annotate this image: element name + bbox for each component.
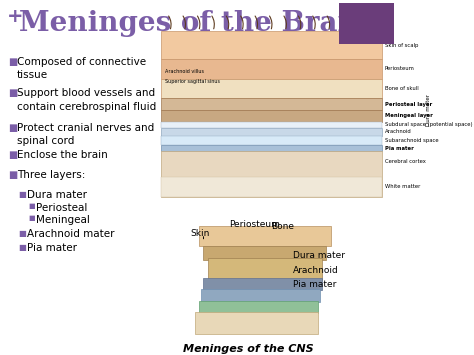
Text: Pia mater: Pia mater — [385, 146, 414, 151]
Text: Periosteal layer: Periosteal layer — [385, 102, 432, 106]
FancyBboxPatch shape — [161, 78, 382, 98]
Text: Pia mater: Pia mater — [27, 243, 77, 253]
Text: Skin of scalp: Skin of scalp — [385, 43, 418, 48]
Text: Dura mater: Dura mater — [292, 251, 345, 260]
Text: ■: ■ — [29, 203, 36, 209]
Text: Composed of connective
tissue: Composed of connective tissue — [17, 57, 146, 80]
FancyBboxPatch shape — [161, 136, 382, 146]
Text: Cerebral cortex: Cerebral cortex — [385, 159, 426, 164]
Text: ■: ■ — [18, 243, 27, 252]
Text: +: + — [7, 7, 23, 26]
Text: ■: ■ — [9, 170, 18, 180]
Text: Pia mater: Pia mater — [292, 280, 336, 289]
FancyBboxPatch shape — [161, 98, 382, 110]
Text: Skin: Skin — [191, 229, 210, 238]
Text: ■: ■ — [9, 57, 18, 67]
Text: Meningeal: Meningeal — [36, 215, 91, 225]
Text: Arachnoid: Arachnoid — [385, 129, 411, 134]
FancyBboxPatch shape — [161, 128, 382, 136]
Text: Meningeal layer: Meningeal layer — [385, 114, 433, 119]
FancyBboxPatch shape — [161, 59, 382, 78]
Text: Subarachnoid space: Subarachnoid space — [385, 138, 438, 143]
Text: ■: ■ — [9, 151, 18, 160]
Text: ■: ■ — [18, 190, 27, 199]
FancyBboxPatch shape — [161, 177, 382, 197]
FancyBboxPatch shape — [161, 32, 382, 59]
FancyBboxPatch shape — [161, 122, 382, 128]
Text: Meninges of the Brain: Meninges of the Brain — [18, 10, 368, 37]
Text: Bone of skull: Bone of skull — [385, 86, 419, 91]
Text: Support blood vessels and
contain cerebrospinal fluid: Support blood vessels and contain cerebr… — [17, 88, 156, 111]
Text: ■: ■ — [9, 123, 18, 133]
FancyBboxPatch shape — [208, 258, 322, 280]
Text: Arachnoid mater: Arachnoid mater — [27, 229, 115, 239]
Text: Three layers:: Three layers: — [17, 170, 85, 180]
Text: Subdural space (potential space): Subdural space (potential space) — [385, 122, 473, 127]
FancyBboxPatch shape — [203, 246, 327, 261]
Text: ■: ■ — [9, 88, 18, 98]
Text: Protect cranial nerves and
spinal cord: Protect cranial nerves and spinal cord — [17, 123, 154, 146]
FancyBboxPatch shape — [339, 3, 394, 44]
Text: Dura mater: Dura mater — [27, 190, 87, 200]
Text: ■: ■ — [18, 229, 27, 238]
Text: White matter: White matter — [385, 184, 420, 189]
FancyBboxPatch shape — [161, 151, 382, 197]
Text: Meninges of the CNS: Meninges of the CNS — [182, 344, 313, 354]
FancyBboxPatch shape — [161, 110, 382, 122]
Text: Enclose the brain: Enclose the brain — [17, 151, 108, 160]
FancyBboxPatch shape — [195, 312, 318, 334]
Text: Dura mater: Dura mater — [427, 94, 431, 126]
FancyBboxPatch shape — [199, 301, 318, 313]
Text: Periosteum: Periosteum — [385, 66, 415, 71]
FancyBboxPatch shape — [203, 278, 322, 290]
FancyBboxPatch shape — [201, 289, 319, 302]
Text: Periosteal: Periosteal — [36, 203, 88, 213]
Text: Arachnoid: Arachnoid — [292, 266, 338, 275]
Text: Superior sagittal sinus: Superior sagittal sinus — [165, 78, 220, 84]
Text: Periosteum: Periosteum — [229, 219, 280, 229]
Text: Bone: Bone — [271, 222, 294, 230]
FancyBboxPatch shape — [161, 146, 382, 151]
FancyBboxPatch shape — [199, 226, 331, 246]
Text: ■: ■ — [29, 215, 36, 221]
Text: Arachnoid villus: Arachnoid villus — [165, 69, 204, 74]
